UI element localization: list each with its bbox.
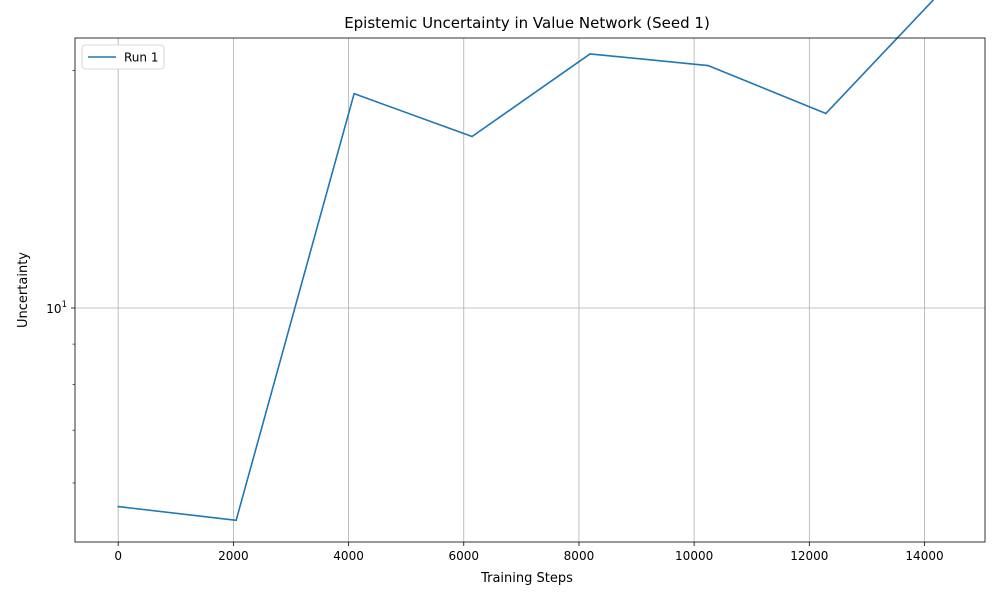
x-axis-label: Training Steps <box>480 571 573 586</box>
x-tick-label: 10000 <box>675 549 713 563</box>
data-point <box>707 64 709 67</box>
data-point <box>117 505 119 508</box>
data-point <box>825 112 827 115</box>
x-tick-label: 6000 <box>448 549 479 563</box>
series-layer <box>117 0 935 522</box>
grid <box>75 38 985 542</box>
data-point <box>589 53 591 55</box>
legend-box <box>81 44 165 70</box>
axes: 0 2000 4000 6000 8000 10000 12000 14000 101 <box>46 37 986 563</box>
series-line <box>118 0 935 522</box>
plot-frame <box>74 37 986 543</box>
data-point <box>471 135 473 138</box>
y-axis-label: Uncertainty <box>16 252 31 328</box>
data-point <box>235 519 237 522</box>
x-tick-label: 8000 <box>564 549 595 563</box>
legend-label: Run 1 <box>124 51 158 65</box>
data-point <box>353 92 355 95</box>
y-tick-label: 101 <box>46 300 67 316</box>
x-tick-label: 2000 <box>218 549 249 563</box>
chart-title: Epistemic Uncertainty in Value Network (… <box>344 14 710 32</box>
x-tick-label: 4000 <box>333 549 364 563</box>
x-tick-label: 0 <box>114 549 122 563</box>
legend: Run 1 <box>81 44 165 70</box>
x-tick-label: 12000 <box>790 549 828 563</box>
x-tick-label: 14000 <box>905 549 943 563</box>
